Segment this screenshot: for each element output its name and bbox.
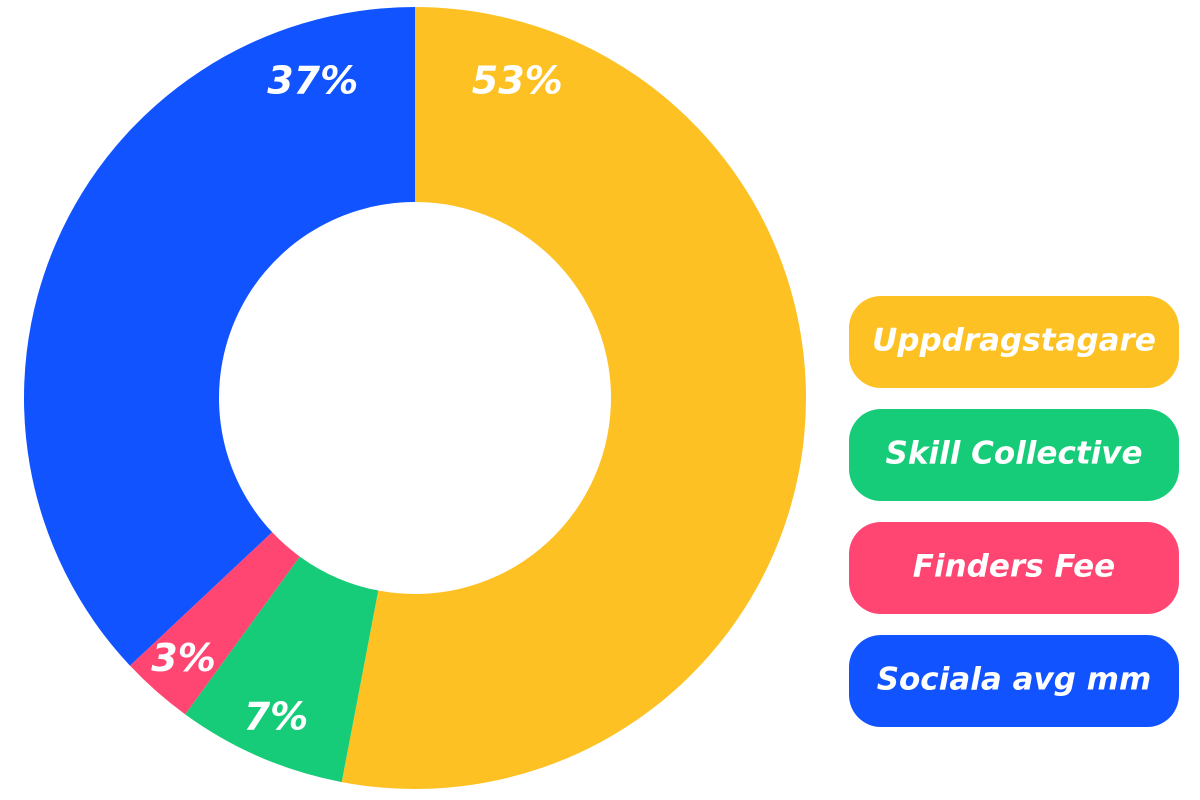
slice-label: 37% [267,59,358,103]
legend-pill [849,635,1179,727]
legend-pill [849,522,1179,614]
legend-label: Uppdragstagare [872,323,1156,359]
donut-slice [185,556,379,783]
legend-label: Finders Fee [913,549,1115,585]
donut-slice [129,532,300,715]
slice-label: 3% [151,636,216,680]
slice-label: 7% [244,695,309,739]
legend-label: Skill Collective [886,436,1143,472]
slice-label: 53% [472,59,563,103]
donut-slice [24,7,416,666]
legend-pill [849,296,1179,388]
legend-label: Sociala avg mm [877,662,1152,698]
donut-slice [341,7,807,789]
legend-pill [849,409,1179,501]
